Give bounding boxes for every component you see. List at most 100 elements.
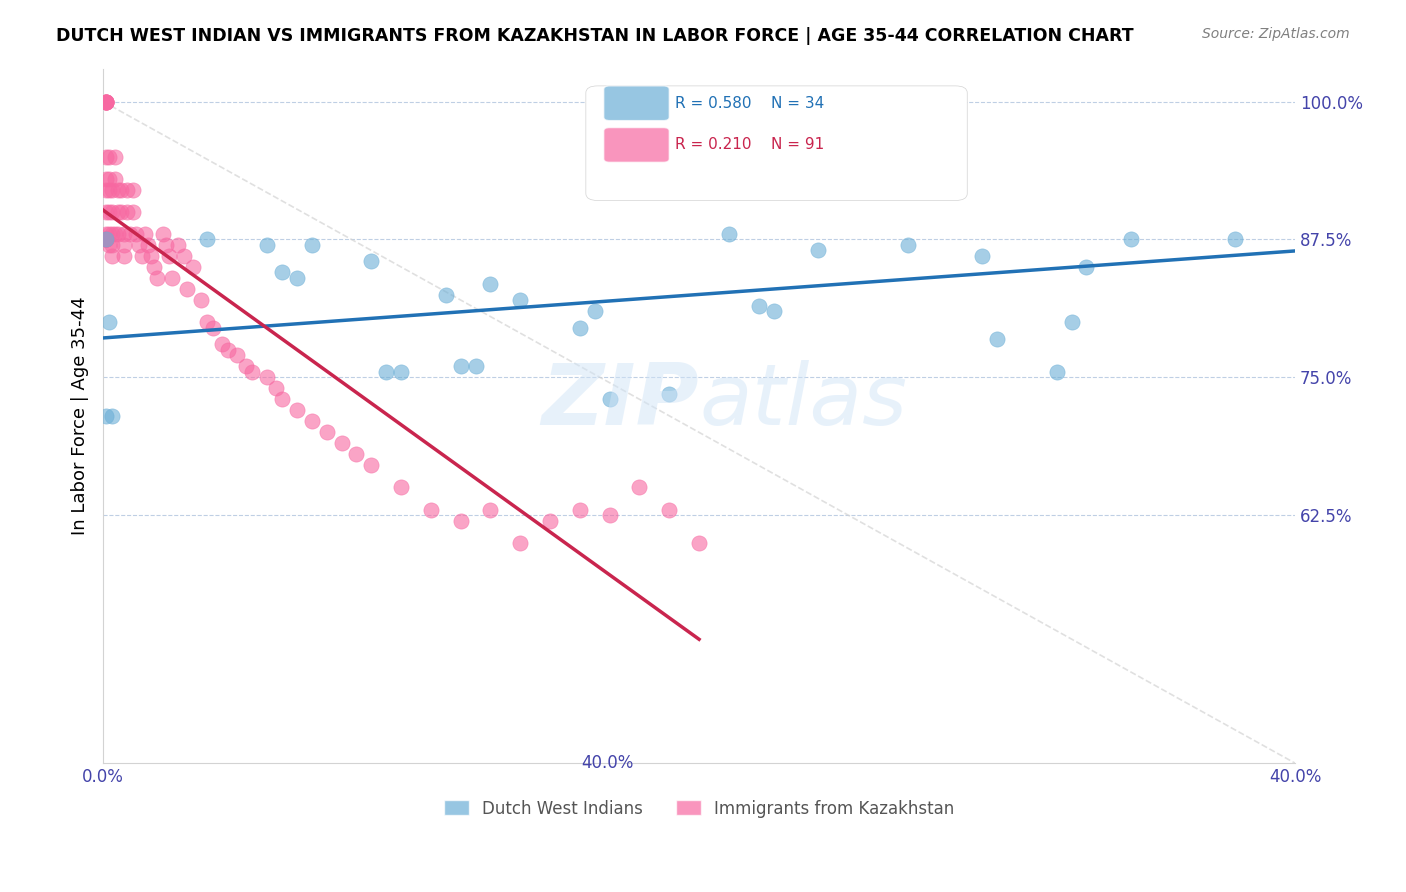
Point — [479, 502, 502, 516]
FancyBboxPatch shape — [586, 86, 967, 201]
Point — [450, 514, 472, 528]
Point — [360, 458, 382, 473]
Point — [101, 238, 124, 252]
Point — [509, 535, 531, 549]
Point — [101, 183, 124, 197]
Point — [94, 95, 117, 109]
Point — [235, 359, 257, 374]
Point — [285, 271, 308, 285]
Text: DUTCH WEST INDIAN VS IMMIGRANTS FROM KAZAKHSTAN IN LABOR FORCE | AGE 35-44 CORRE: DUTCH WEST INDIAN VS IMMIGRANTS FROM KAZ… — [56, 27, 1133, 45]
Text: R = 0.580    N = 34: R = 0.580 N = 34 — [675, 95, 824, 111]
Point — [226, 348, 249, 362]
Point — [271, 392, 294, 407]
Point — [94, 183, 117, 197]
Point — [107, 205, 129, 219]
Point — [658, 502, 681, 516]
Point — [94, 95, 117, 109]
Point — [301, 414, 323, 428]
Point — [197, 232, 219, 246]
Point — [94, 232, 117, 246]
Point — [94, 232, 117, 246]
Point — [1060, 315, 1083, 329]
Text: 40.0%: 40.0% — [581, 754, 634, 772]
Point — [94, 95, 117, 109]
Point — [599, 392, 621, 407]
Point — [107, 183, 129, 197]
Point — [110, 205, 132, 219]
Point — [94, 150, 117, 164]
Point — [94, 95, 117, 109]
Point — [181, 260, 204, 274]
Point — [434, 287, 457, 301]
Point — [112, 227, 135, 241]
Point — [217, 343, 239, 357]
Text: atlas: atlas — [699, 360, 907, 443]
Point — [583, 304, 606, 318]
Legend: Dutch West Indians, Immigrants from Kazakhstan: Dutch West Indians, Immigrants from Kaza… — [437, 793, 962, 824]
Point — [104, 150, 127, 164]
Point — [128, 238, 150, 252]
Point — [256, 370, 278, 384]
Point — [98, 238, 121, 252]
Point — [101, 227, 124, 241]
Text: Source: ZipAtlas.com: Source: ZipAtlas.com — [1202, 27, 1350, 41]
Point — [389, 481, 412, 495]
Point — [658, 386, 681, 401]
Point — [98, 315, 121, 329]
Point — [176, 282, 198, 296]
Point — [568, 502, 591, 516]
Point — [538, 514, 561, 528]
Point — [375, 365, 398, 379]
Point — [98, 150, 121, 164]
Point — [344, 447, 367, 461]
Point — [94, 232, 117, 246]
Point — [152, 227, 174, 241]
Point — [131, 249, 153, 263]
Point — [125, 227, 148, 241]
Point — [94, 232, 117, 246]
Point — [122, 205, 145, 219]
Point — [762, 304, 785, 318]
Y-axis label: In Labor Force | Age 35-44: In Labor Force | Age 35-44 — [72, 296, 89, 535]
Point — [301, 238, 323, 252]
Point — [1046, 365, 1069, 379]
Point — [211, 337, 233, 351]
Text: R = 0.210    N = 91: R = 0.210 N = 91 — [675, 137, 824, 153]
Point — [101, 249, 124, 263]
Point — [986, 332, 1008, 346]
Point — [145, 271, 167, 285]
Point — [94, 232, 117, 246]
Point — [98, 183, 121, 197]
Point — [166, 238, 188, 252]
Point — [717, 227, 740, 241]
FancyBboxPatch shape — [603, 128, 669, 162]
Point — [122, 183, 145, 197]
Point — [98, 171, 121, 186]
Point — [1225, 232, 1247, 246]
Point — [94, 95, 117, 109]
Point — [112, 238, 135, 252]
Point — [1076, 260, 1098, 274]
Point — [256, 238, 278, 252]
Point — [98, 205, 121, 219]
Point — [112, 249, 135, 263]
Point — [509, 293, 531, 307]
Point — [94, 171, 117, 186]
Point — [173, 249, 195, 263]
Point — [464, 359, 486, 374]
Point — [197, 315, 219, 329]
Point — [628, 481, 651, 495]
Point — [94, 232, 117, 246]
Point — [94, 232, 117, 246]
Point — [330, 436, 353, 450]
Point — [98, 227, 121, 241]
Point — [315, 425, 337, 440]
Point — [599, 508, 621, 522]
Point — [94, 232, 117, 246]
Point — [110, 183, 132, 197]
Point — [94, 227, 117, 241]
Point — [118, 227, 141, 241]
Point — [155, 238, 177, 252]
Point — [94, 232, 117, 246]
Point — [115, 205, 138, 219]
